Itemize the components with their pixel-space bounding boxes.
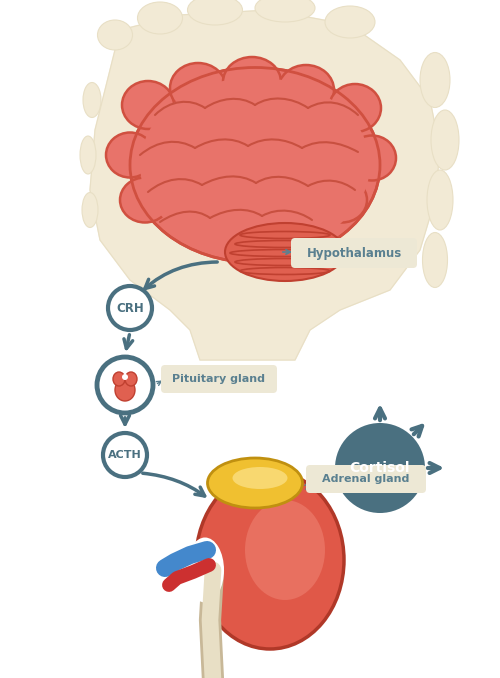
Ellipse shape xyxy=(232,467,287,489)
Ellipse shape xyxy=(329,84,381,132)
Text: ACTH: ACTH xyxy=(108,450,142,460)
Text: Adrenal gland: Adrenal gland xyxy=(322,474,410,484)
Ellipse shape xyxy=(255,0,315,22)
Ellipse shape xyxy=(269,169,321,215)
Text: CRH: CRH xyxy=(116,302,144,315)
Ellipse shape xyxy=(140,77,370,252)
Polygon shape xyxy=(90,10,440,360)
Circle shape xyxy=(103,433,147,477)
Ellipse shape xyxy=(245,500,325,600)
Ellipse shape xyxy=(251,114,305,162)
Ellipse shape xyxy=(115,379,135,401)
Ellipse shape xyxy=(152,121,204,169)
Text: Pituitary gland: Pituitary gland xyxy=(172,374,266,384)
Ellipse shape xyxy=(125,372,137,386)
Ellipse shape xyxy=(302,121,354,169)
Ellipse shape xyxy=(278,65,334,115)
Ellipse shape xyxy=(325,6,375,38)
Ellipse shape xyxy=(113,372,125,386)
Circle shape xyxy=(335,423,425,513)
Ellipse shape xyxy=(83,83,101,117)
Ellipse shape xyxy=(427,170,453,230)
FancyBboxPatch shape xyxy=(306,465,426,493)
Ellipse shape xyxy=(82,193,98,228)
Text: Hypothalamus: Hypothalamus xyxy=(306,247,402,260)
Ellipse shape xyxy=(223,57,281,107)
Ellipse shape xyxy=(420,52,450,108)
Ellipse shape xyxy=(201,114,255,162)
Ellipse shape xyxy=(218,165,272,211)
Ellipse shape xyxy=(317,178,367,222)
Circle shape xyxy=(97,357,153,413)
Ellipse shape xyxy=(122,81,174,129)
Ellipse shape xyxy=(138,2,182,34)
Ellipse shape xyxy=(422,233,448,287)
Circle shape xyxy=(108,286,152,330)
Ellipse shape xyxy=(431,110,459,170)
Ellipse shape xyxy=(348,136,396,180)
Ellipse shape xyxy=(170,63,226,113)
Ellipse shape xyxy=(196,471,344,649)
Ellipse shape xyxy=(106,132,154,178)
Ellipse shape xyxy=(120,178,170,222)
Ellipse shape xyxy=(98,20,132,50)
Ellipse shape xyxy=(225,223,345,281)
Text: Cortisol: Cortisol xyxy=(350,461,410,475)
Ellipse shape xyxy=(208,458,302,508)
Ellipse shape xyxy=(122,374,128,380)
Ellipse shape xyxy=(186,538,224,603)
Ellipse shape xyxy=(188,0,242,25)
Ellipse shape xyxy=(169,169,221,215)
Ellipse shape xyxy=(130,68,380,262)
FancyBboxPatch shape xyxy=(161,365,277,393)
FancyBboxPatch shape xyxy=(291,238,417,268)
Ellipse shape xyxy=(80,136,96,174)
